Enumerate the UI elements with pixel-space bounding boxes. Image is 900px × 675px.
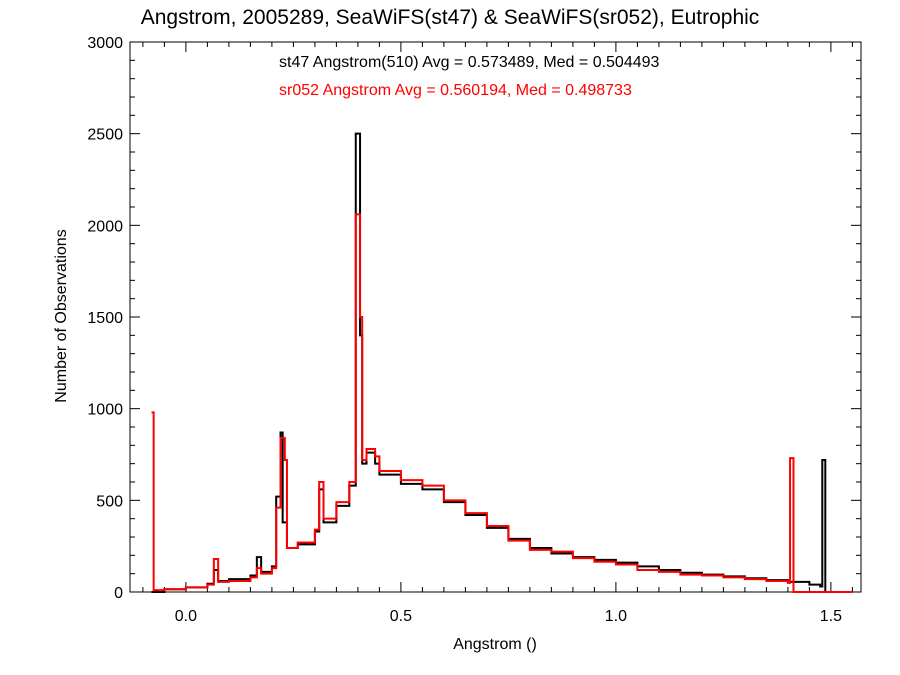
chart-title: Angstrom, 2005289, SeaWiFS(st47) & SeaWi… — [140, 6, 760, 29]
y-tick-label: 500 — [96, 493, 123, 510]
x-axis-label: Angstrom () — [453, 636, 537, 653]
series-sr052-line — [151, 213, 853, 593]
sr052-stats-annotation: sr052 Angstrom Avg = 0.560194, Med = 0.4… — [279, 82, 632, 99]
y-tick-label: 3000 — [87, 35, 123, 52]
x-tick-label: 1.0 — [605, 608, 627, 625]
x-tick-label: 0.5 — [390, 608, 412, 625]
y-tick-label: 2000 — [87, 218, 123, 235]
y-tick-label: 1500 — [87, 310, 123, 327]
y-tick-label: 2500 — [87, 127, 123, 144]
y-tick-label: 1000 — [87, 402, 123, 419]
plot-frame — [129, 41, 862, 593]
plot-axes — [129, 41, 862, 593]
y-tick-label: 0 — [114, 585, 123, 602]
tick-labels: 0.0 0.5 1.0 1.5 0 500 1000 1500 2000 2500 3000 — [87, 35, 842, 625]
x-tick-label: 1.5 — [820, 608, 842, 625]
y-axis-label: Number of Observations — [53, 229, 70, 403]
st47-stats-annotation: st47 Angstrom(510) Avg = 0.573489, Med =… — [279, 54, 660, 71]
x-tick-label: 0.0 — [175, 608, 197, 625]
series-layer — [151, 132, 853, 593]
series-st47-line — [151, 132, 853, 593]
